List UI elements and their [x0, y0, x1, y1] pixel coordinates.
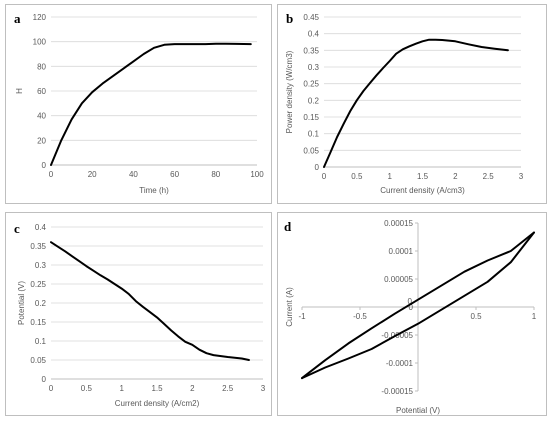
y-tick-label: -0.00015 [381, 387, 413, 396]
panel-a: a 0 20 40 60 80 100 120 0 20 40 60 80 100 Time (h) H [5, 4, 272, 204]
y-tick-label: 0.15 [30, 318, 46, 327]
x-tick-label: 2.5 [222, 384, 234, 393]
y-axis-label: Power density (W/cm3) [285, 50, 294, 133]
y-tick-label: 20 [37, 136, 46, 145]
y-tick-label: 0.35 [303, 46, 319, 55]
x-tick-label: -1 [298, 312, 306, 321]
x-tick-label: 1 [387, 172, 392, 181]
chart-a-svg: a 0 20 40 60 80 100 120 0 20 40 60 80 100 Time (h) H [14, 11, 264, 195]
x-tick-label: 0 [322, 172, 327, 181]
x-tick-label: 0.5 [470, 312, 482, 321]
series-line-0 [50, 241, 250, 361]
x-axis-label: Potential (V) [396, 406, 440, 415]
x-tick-label: 80 [211, 170, 220, 179]
y-tick-label: 0.0001 [389, 247, 414, 256]
x-tick-label: 0 [49, 384, 54, 393]
y-tick-label: 0 [42, 375, 47, 384]
y-tick-label: 0 [409, 303, 414, 312]
y-tick-label: 0.4 [308, 30, 320, 39]
x-tick-label: 2.5 [483, 172, 495, 181]
x-tick-label: 100 [250, 170, 264, 179]
y-tick-label: 0.25 [30, 280, 46, 289]
series-line-0 [50, 42, 252, 166]
x-tick-label: 3 [519, 172, 524, 181]
x-tick-label: -0.5 [353, 312, 367, 321]
y-axis-label: Current (A) [285, 287, 294, 327]
chart-b-svg: b 0 0.05 0.1 0.15 0.2 0.25 0.3 0.35 0.4 0.45 0 0.5 1 1… [285, 11, 524, 195]
y-tick-label: 0.00015 [384, 219, 413, 228]
y-tick-label: 0.3 [35, 261, 47, 270]
x-tick-label: 2 [453, 172, 458, 181]
series-line-0 [323, 38, 509, 168]
y-axis-label: Potential (V) [17, 281, 26, 325]
y-tick-label: 0.1 [35, 337, 47, 346]
series-line-forward [301, 231, 535, 380]
y-tick-label: 0.05 [30, 356, 46, 365]
y-tick-label: 0.1 [308, 130, 320, 139]
x-tick-label: 0.5 [351, 172, 363, 181]
y-tick-label: 0.00005 [384, 275, 413, 284]
x-tick-label: 1 [532, 312, 537, 321]
x-tick-label: 0 [49, 170, 54, 179]
panel-c: c 0 0.05 0.1 0.15 0.2 0.25 0.3 0.35 0.4 0 0.5 1 1.5 2 2… [5, 212, 272, 416]
series-line-reverse [301, 231, 535, 380]
x-tick-label: 40 [129, 170, 138, 179]
panel-label: c [14, 221, 20, 236]
y-tick-label: 120 [33, 13, 47, 22]
y-tick-label: 0.2 [35, 299, 47, 308]
y-tick-label: 0.4 [35, 223, 47, 232]
x-tick-label: 20 [88, 170, 97, 179]
y-tick-label: 0.35 [30, 242, 46, 251]
panel-label: a [14, 11, 21, 26]
y-tick-label: 0.05 [303, 146, 319, 155]
chart-c-svg: c 0 0.05 0.1 0.15 0.2 0.25 0.3 0.35 0.4 0 0.5 1 1.5 2 2… [14, 221, 266, 408]
y-tick-label: 80 [37, 62, 46, 71]
x-axis-label: Current density (A/cm3) [380, 186, 465, 195]
x-tick-label: 3 [261, 384, 266, 393]
x-axis-label: Current density (A/cm2) [115, 399, 200, 408]
y-tick-label: 0.45 [303, 13, 319, 22]
y-tick-label: 0 [42, 161, 47, 170]
y-tick-label: 0.2 [308, 96, 320, 105]
x-tick-label: 0 [408, 297, 413, 306]
panel-label: b [286, 11, 293, 26]
y-tick-label: 0.3 [308, 63, 320, 72]
x-tick-label: 1.5 [417, 172, 429, 181]
y-tick-label: 0.25 [303, 80, 319, 89]
x-tick-label: 1 [119, 384, 124, 393]
x-tick-label: 1.5 [151, 384, 163, 393]
x-tick-label: 2 [190, 384, 195, 393]
y-tick-label: 0.15 [303, 113, 319, 122]
y-tick-label: 60 [37, 87, 46, 96]
y-tick-label: 40 [37, 112, 46, 121]
panel-b: b 0 0.05 0.1 0.15 0.2 0.25 0.3 0.35 0.4 0.45 0 0.5 1 1… [277, 4, 547, 204]
x-tick-label: 0.5 [81, 384, 93, 393]
y-tick-label: 0 [315, 163, 320, 172]
chart-d-svg: d-0.00015-0.0001-0.0000500.000050.00010.… [284, 219, 537, 415]
x-tick-label: 60 [170, 170, 179, 179]
y-tick-label: -0.0001 [386, 359, 414, 368]
y-axis-label: H [15, 88, 24, 94]
y-tick-label: 100 [33, 38, 47, 47]
panel-label: d [284, 219, 292, 234]
panel-d: d -0.00015 -0.0001 -0.00005 0 0.00005 0.0001 0.… [277, 212, 547, 416]
x-axis-label: Time (h) [139, 186, 169, 195]
